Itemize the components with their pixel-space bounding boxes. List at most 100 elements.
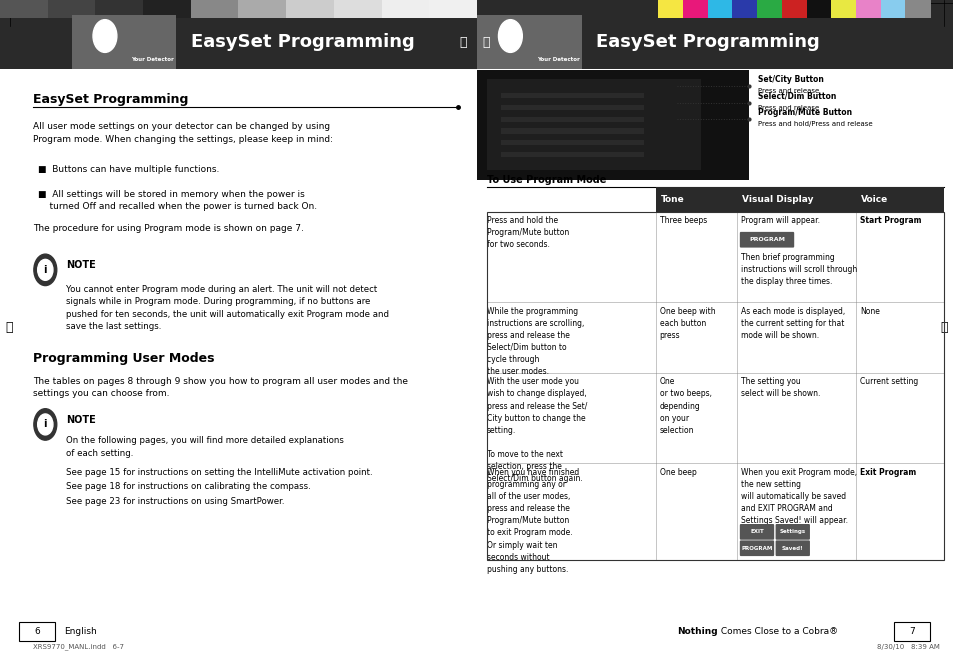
Text: Three beeps: Three beeps xyxy=(659,216,706,225)
FancyBboxPatch shape xyxy=(486,302,943,373)
Text: One
or two beeps,
depending
on your
selection: One or two beeps, depending on your sele… xyxy=(659,377,711,435)
Circle shape xyxy=(34,409,57,440)
Text: XRS9770_MANL.indd   6-7: XRS9770_MANL.indd 6-7 xyxy=(33,643,124,650)
FancyBboxPatch shape xyxy=(48,0,95,18)
FancyBboxPatch shape xyxy=(500,152,643,157)
FancyBboxPatch shape xyxy=(740,540,773,556)
FancyBboxPatch shape xyxy=(830,0,856,18)
Text: PROGRAM: PROGRAM xyxy=(740,546,772,551)
Text: EasySet Programming: EasySet Programming xyxy=(33,93,189,106)
Circle shape xyxy=(34,254,57,286)
Text: Select/Dim Button: Select/Dim Button xyxy=(758,92,836,101)
Text: Tone: Tone xyxy=(659,195,683,204)
Text: Your Detector: Your Detector xyxy=(536,57,578,62)
Text: ⌖: ⌖ xyxy=(940,321,947,334)
Text: You cannot enter Program mode during an alert. The unit will not detect
signals : You cannot enter Program mode during an … xyxy=(66,285,389,331)
Text: To Use Program Mode: To Use Program Mode xyxy=(486,175,605,185)
Text: Saved!: Saved! xyxy=(781,546,802,551)
Text: Exit Program: Exit Program xyxy=(860,468,915,477)
FancyBboxPatch shape xyxy=(893,622,929,641)
Text: EXIT: EXIT xyxy=(749,529,763,534)
Text: Press and release: Press and release xyxy=(758,88,819,94)
Text: i: i xyxy=(44,419,47,430)
FancyBboxPatch shape xyxy=(381,0,429,18)
Text: Nothing: Nothing xyxy=(677,627,718,636)
Text: On the following pages, you will find more detailed explanations
of each setting: On the following pages, you will find mo… xyxy=(66,436,343,458)
FancyBboxPatch shape xyxy=(707,0,732,18)
FancyBboxPatch shape xyxy=(0,0,48,18)
FancyBboxPatch shape xyxy=(781,0,806,18)
FancyBboxPatch shape xyxy=(500,117,643,122)
Text: Visual Display: Visual Display xyxy=(741,195,812,204)
FancyBboxPatch shape xyxy=(757,0,781,18)
FancyBboxPatch shape xyxy=(655,187,943,212)
FancyBboxPatch shape xyxy=(334,0,381,18)
Text: While the programming
instructions are scrolling,
press and release the
Select/D: While the programming instructions are s… xyxy=(486,307,583,376)
Text: Set/City Button: Set/City Button xyxy=(758,75,823,84)
Text: One beep with
each button
press: One beep with each button press xyxy=(659,307,715,340)
FancyBboxPatch shape xyxy=(775,524,809,540)
FancyBboxPatch shape xyxy=(855,0,881,18)
Text: Press and release: Press and release xyxy=(758,105,819,111)
Text: The tables on pages 8 through 9 show you how to program all user modes and the
s: The tables on pages 8 through 9 show you… xyxy=(33,377,408,398)
FancyBboxPatch shape xyxy=(500,128,643,134)
Text: Program/Mute Button: Program/Mute Button xyxy=(758,108,852,117)
FancyBboxPatch shape xyxy=(95,0,143,18)
Text: Start Program: Start Program xyxy=(860,216,921,225)
Circle shape xyxy=(92,20,116,52)
FancyBboxPatch shape xyxy=(19,622,54,641)
FancyBboxPatch shape xyxy=(143,0,191,18)
Text: Press and hold/Press and release: Press and hold/Press and release xyxy=(758,121,872,127)
FancyBboxPatch shape xyxy=(486,463,943,560)
Text: See page 15 for instructions on setting the IntelliMute activation point.
See pa: See page 15 for instructions on setting … xyxy=(66,468,372,506)
Text: Current setting: Current setting xyxy=(860,377,918,386)
FancyBboxPatch shape xyxy=(476,0,953,69)
Text: 7: 7 xyxy=(908,627,914,636)
FancyBboxPatch shape xyxy=(238,0,286,18)
Text: 6: 6 xyxy=(34,627,40,636)
FancyBboxPatch shape xyxy=(500,93,643,98)
FancyBboxPatch shape xyxy=(880,0,905,18)
FancyBboxPatch shape xyxy=(71,15,176,69)
Text: When you exit Program mode,
the new setting
will automatically be saved
and EXIT: When you exit Program mode, the new sett… xyxy=(740,468,856,525)
Text: With the user mode you
wish to change displayed,
press and release the Set/
City: With the user mode you wish to change di… xyxy=(486,377,586,483)
Text: Voice: Voice xyxy=(860,195,887,204)
Text: ⌖: ⌖ xyxy=(458,36,466,49)
Text: Programming User Modes: Programming User Modes xyxy=(33,352,214,365)
Circle shape xyxy=(38,259,53,280)
Text: Program will appear.: Program will appear. xyxy=(740,216,819,225)
FancyBboxPatch shape xyxy=(429,0,476,18)
Text: Settings: Settings xyxy=(779,529,805,534)
Text: The setting you
select will be shown.: The setting you select will be shown. xyxy=(740,377,820,398)
Text: NOTE: NOTE xyxy=(66,415,95,424)
Text: i: i xyxy=(44,265,47,275)
Text: One beep: One beep xyxy=(659,468,696,477)
Text: Comes Close to a Cobra®: Comes Close to a Cobra® xyxy=(717,627,837,636)
FancyBboxPatch shape xyxy=(682,0,707,18)
Text: ⌖: ⌖ xyxy=(482,36,490,49)
Text: English: English xyxy=(65,627,97,636)
Text: ■  All settings will be stored in memory when the power is
    turned Off and re: ■ All settings will be stored in memory … xyxy=(38,190,317,212)
FancyBboxPatch shape xyxy=(191,0,238,18)
FancyBboxPatch shape xyxy=(500,140,643,145)
FancyBboxPatch shape xyxy=(0,0,476,69)
Text: As each mode is displayed,
the current setting for that
mode will be shown.: As each mode is displayed, the current s… xyxy=(740,307,844,340)
Text: Your Detector: Your Detector xyxy=(131,57,173,62)
Text: Press and hold the
Program/Mute button
for two seconds.: Press and hold the Program/Mute button f… xyxy=(486,216,568,250)
Text: None: None xyxy=(860,307,879,316)
FancyBboxPatch shape xyxy=(740,524,773,540)
Text: NOTE: NOTE xyxy=(66,260,95,270)
Text: PROGRAM: PROGRAM xyxy=(748,237,784,242)
Text: ⌖: ⌖ xyxy=(6,321,13,334)
Text: The procedure for using Program mode is shown on page 7.: The procedure for using Program mode is … xyxy=(33,224,304,233)
Text: All user mode settings on your detector can be changed by using
Program mode. Wh: All user mode settings on your detector … xyxy=(33,122,333,144)
Text: EasySet Programming: EasySet Programming xyxy=(596,33,820,51)
FancyBboxPatch shape xyxy=(740,232,793,248)
FancyBboxPatch shape xyxy=(486,212,943,302)
Circle shape xyxy=(497,20,522,52)
FancyBboxPatch shape xyxy=(732,0,757,18)
FancyBboxPatch shape xyxy=(500,105,643,110)
FancyBboxPatch shape xyxy=(805,0,831,18)
Text: Then brief programming
instructions will scroll through
the display three times.: Then brief programming instructions will… xyxy=(740,253,856,286)
FancyBboxPatch shape xyxy=(775,540,809,556)
